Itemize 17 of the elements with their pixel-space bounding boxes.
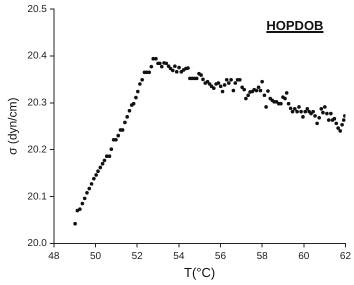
y-tick-label: 20.0 [27,238,48,250]
x-tick-label: 50 [90,251,102,262]
y-tick-label: 20.1 [27,191,48,202]
x-tick-label: 52 [132,251,144,262]
y-axis-title: σ (dyn/cm) [6,97,20,155]
y-tick-label: 20.2 [27,144,48,156]
x-tick-label: 58 [256,251,268,262]
x-tick-label: 54 [173,251,185,262]
y-tick-label: 20.4 [27,50,48,62]
x-tick-label: 48 [48,251,60,262]
x-tick-label: 62 [340,251,352,262]
annotation: HOPDOB [266,18,324,33]
x-axis-title: T(°C) [184,264,216,280]
y-tick-label: 20.3 [27,98,48,109]
x-tick-label: 56 [214,251,226,262]
x-tick-label: 60 [298,251,310,262]
y-tick-label: 20.5 [27,4,48,15]
